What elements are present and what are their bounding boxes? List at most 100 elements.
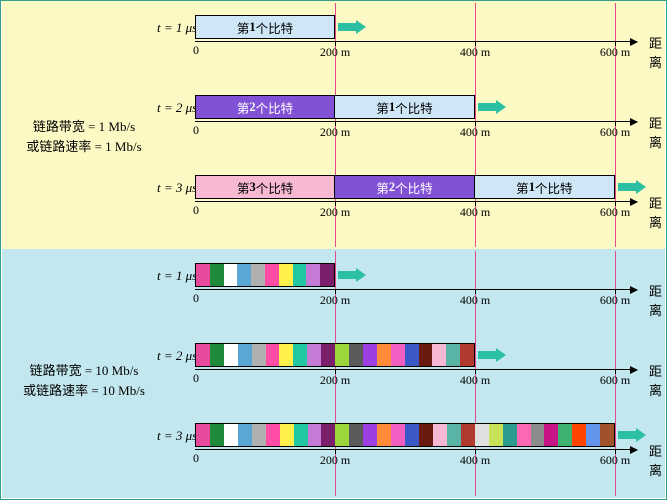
bit-segment	[210, 424, 224, 446]
axis-end-label: 距离	[649, 33, 662, 71]
axis-end-label: 距离	[649, 361, 662, 399]
bit-segment	[306, 264, 320, 286]
bit-segment: 第 2 个比特	[335, 176, 474, 198]
propagation-arrow	[338, 268, 366, 282]
bit-segment	[279, 344, 293, 366]
time-label: t = 3 μs	[157, 180, 197, 196]
propagation-arrow	[618, 428, 646, 442]
bit-segment	[196, 264, 210, 286]
bit-segment	[320, 264, 334, 286]
bit-segment	[432, 344, 446, 366]
bit-segment	[294, 424, 308, 446]
bit-segment: 第 1 个比特	[475, 176, 614, 198]
bit-segment	[405, 344, 419, 366]
propagation-arrow	[618, 180, 646, 194]
bit-segment: 第 3 个比特	[196, 176, 335, 198]
tick-label: 600 m	[600, 293, 630, 308]
bit-segment: 第 1 个比特	[196, 16, 334, 38]
bit-bar: 第 1 个比特	[195, 15, 335, 39]
time-label: t = 1 μs	[157, 268, 197, 284]
bit-segment	[321, 424, 335, 446]
bit-segment	[419, 424, 433, 446]
tick-label: 600 m	[600, 205, 630, 220]
tick-label: 400 m	[460, 453, 490, 468]
bit-segment	[238, 424, 252, 446]
bit-segment	[586, 424, 600, 446]
distance-axis	[195, 369, 637, 370]
bit-segment	[252, 424, 266, 446]
bit-segment	[349, 344, 363, 366]
bit-segment	[335, 424, 349, 446]
bit-bar	[195, 263, 335, 287]
bit-segment	[307, 344, 321, 366]
tick-label: 400 m	[460, 125, 490, 140]
bit-segment	[363, 424, 377, 446]
bit-segment	[377, 344, 391, 366]
bit-segment	[377, 424, 391, 446]
bit-segment	[224, 264, 238, 286]
tick-label: 200 m	[320, 125, 350, 140]
tick-label: 400 m	[460, 373, 490, 388]
bit-segment	[210, 264, 224, 286]
timeline-row: t = 3 μs第 3 个比特第 2 个比特第 1 个比特0200 m400 m…	[157, 175, 657, 235]
bit-segment	[224, 344, 238, 366]
tick-label: 200 m	[320, 373, 350, 388]
bit-segment	[489, 424, 503, 446]
bit-segment	[335, 344, 349, 366]
timeline-row: t = 1 μs第 1 个比特0200 m400 m600 m距离	[157, 15, 657, 75]
bit-segment	[196, 344, 210, 366]
bit-segment	[363, 344, 377, 366]
bit-segment	[391, 344, 405, 366]
distance-axis	[195, 201, 637, 202]
bit-segment	[419, 344, 433, 366]
bit-segment	[503, 424, 517, 446]
tick-label: 200 m	[320, 293, 350, 308]
bit-segment	[196, 424, 210, 446]
bit-segment	[280, 424, 294, 446]
bit-segment	[293, 344, 307, 366]
distance-axis	[195, 289, 637, 290]
propagation-arrow	[478, 348, 506, 362]
tick-label: 600 m	[600, 453, 630, 468]
bit-segment: 第 2 个比特	[196, 96, 335, 118]
tick-label: 200 m	[320, 453, 350, 468]
bit-segment	[308, 424, 322, 446]
axis-end-label: 距离	[649, 441, 662, 479]
bit-segment	[517, 424, 531, 446]
bit-bar	[195, 343, 475, 367]
bit-segment	[224, 424, 238, 446]
bit-segment	[266, 424, 280, 446]
bit-segment	[279, 264, 293, 286]
bit-segment	[600, 424, 614, 446]
bit-segment	[251, 264, 265, 286]
time-label: t = 1 μs	[157, 20, 197, 36]
bit-segment	[558, 424, 572, 446]
bit-segment	[446, 344, 460, 366]
distance-axis	[195, 41, 637, 42]
bottom-panel: 链路带宽 = 10 Mb/s或链路速率 = 10 Mb/st = 1 μs020…	[2, 249, 665, 498]
time-label: t = 2 μs	[157, 100, 197, 116]
tick-label: 400 m	[460, 293, 490, 308]
axis-end-label: 距离	[649, 281, 662, 319]
time-label: t = 3 μs	[157, 428, 197, 444]
timeline-row: t = 3 μs0200 m400 m600 m距离	[157, 423, 657, 483]
bit-segment	[238, 344, 252, 366]
timeline-row: t = 2 μs0200 m400 m600 m距离	[157, 343, 657, 403]
timeline-row: t = 1 μs0200 m400 m600 m距离	[157, 263, 657, 323]
bit-segment	[405, 424, 419, 446]
bit-segment	[349, 424, 363, 446]
propagation-arrow	[478, 100, 506, 114]
tick-label: 200 m	[320, 205, 350, 220]
bandwidth-label: 链路带宽 = 10 Mb/s或链路速率 = 10 Mb/s	[10, 361, 158, 400]
bit-segment	[460, 344, 474, 366]
bit-segment	[531, 424, 545, 446]
bit-segment	[544, 424, 558, 446]
bit-segment	[391, 424, 405, 446]
bit-segment	[252, 344, 266, 366]
bit-segment	[447, 424, 461, 446]
bit-segment	[461, 424, 475, 446]
bit-segment	[265, 264, 279, 286]
tick-label: 400 m	[460, 45, 490, 60]
tick-label: 600 m	[600, 373, 630, 388]
distance-axis	[195, 449, 637, 450]
